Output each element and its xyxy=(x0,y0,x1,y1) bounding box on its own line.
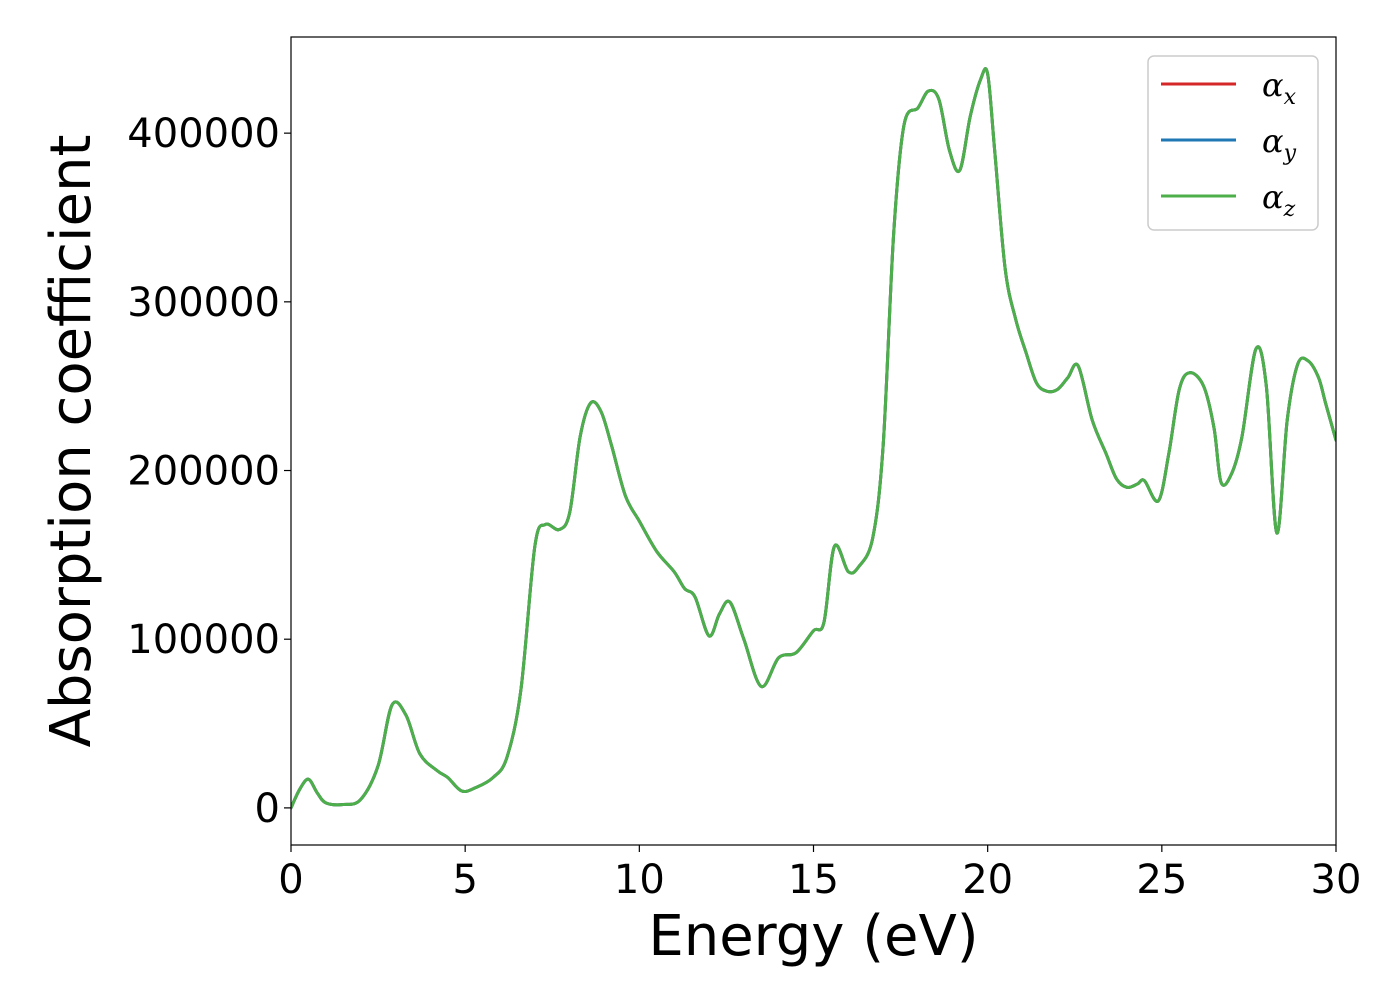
x-axis: 0 5 10 15 20 25 30 xyxy=(278,845,1361,903)
y-axis-label: Absorption coefficient xyxy=(39,135,104,748)
y-tick-label: 400000 xyxy=(127,111,280,157)
x-tick-label: 30 xyxy=(1311,857,1362,903)
legend-box xyxy=(1147,55,1319,231)
x-tick-label: 15 xyxy=(788,857,839,903)
y-tick-label: 100000 xyxy=(127,617,280,663)
x-tick-label: 5 xyxy=(452,857,477,903)
x-tick-label: 10 xyxy=(614,857,665,903)
y-tick-label: 200000 xyxy=(127,449,280,495)
legend: αx αy αz xyxy=(1147,55,1319,231)
x-axis-label: Energy (eV) xyxy=(648,904,978,969)
series-layer xyxy=(291,67,1336,810)
y-tick-label: 300000 xyxy=(127,280,280,326)
legend-label-x: αx xyxy=(1262,66,1297,110)
x-tick-label: 0 xyxy=(278,857,303,903)
y-axis: 0 100000 200000 300000 400000 xyxy=(127,111,291,832)
legend-label-y: αy xyxy=(1262,122,1297,166)
x-tick-label: 25 xyxy=(1136,857,1187,903)
y-tick-label: 0 xyxy=(255,786,280,832)
x-tick-label: 20 xyxy=(962,857,1013,903)
legend-label-z: αz xyxy=(1262,178,1296,222)
series-line-z xyxy=(291,67,1336,810)
